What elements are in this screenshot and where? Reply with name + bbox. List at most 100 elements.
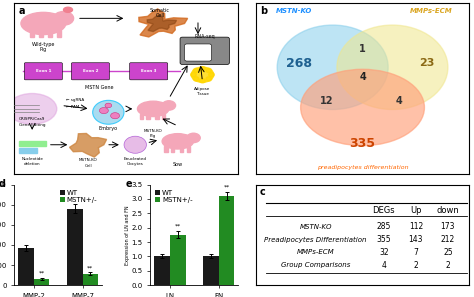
Text: **: ** [223, 184, 230, 189]
Text: Exon 3: Exon 3 [141, 69, 156, 73]
Text: c: c [260, 187, 266, 197]
Text: 212: 212 [441, 235, 455, 244]
Bar [171, 146, 174, 151]
Bar [155, 256, 170, 285]
Bar [18, 248, 34, 285]
Text: Somatic: Somatic [150, 8, 170, 13]
Ellipse shape [162, 134, 193, 149]
Text: **: ** [175, 224, 181, 229]
Text: ← sgRNA: ← sgRNA [66, 98, 84, 102]
Ellipse shape [209, 72, 214, 77]
Text: Exon 1: Exon 1 [36, 69, 51, 73]
Text: DEGs: DEGs [373, 206, 395, 215]
Bar [67, 209, 82, 285]
Text: 268: 268 [285, 57, 311, 70]
Ellipse shape [137, 101, 169, 116]
Polygon shape [70, 133, 107, 157]
Text: 23: 23 [419, 58, 434, 68]
Text: MSTN-KO: MSTN-KO [144, 129, 163, 133]
Ellipse shape [187, 133, 200, 143]
Bar [146, 114, 150, 119]
Ellipse shape [64, 7, 73, 12]
Text: 12: 12 [319, 97, 333, 106]
Text: Cell: Cell [155, 13, 164, 18]
Text: 355: 355 [376, 235, 391, 244]
Text: **: ** [87, 265, 93, 270]
Ellipse shape [110, 113, 119, 119]
Ellipse shape [200, 67, 205, 71]
Ellipse shape [301, 69, 424, 146]
Legend: WT, MSTN+/-: WT, MSTN+/- [154, 188, 194, 204]
Text: Tissue: Tissue [196, 92, 209, 96]
Text: Embryo: Embryo [99, 126, 118, 131]
Ellipse shape [100, 108, 109, 114]
Bar [164, 146, 168, 151]
Text: MSTN-KO: MSTN-KO [79, 158, 98, 162]
Text: Up: Up [410, 206, 422, 215]
Text: MSTN-KO: MSTN-KO [276, 8, 312, 14]
Ellipse shape [162, 101, 175, 110]
Text: a: a [18, 7, 25, 16]
Y-axis label: Expression of LN and FN: Expression of LN and FN [125, 205, 130, 265]
Bar [170, 235, 186, 285]
Text: Wild-type: Wild-type [32, 42, 55, 47]
Text: 4: 4 [359, 72, 366, 82]
Bar [187, 146, 190, 151]
Text: Oocytes: Oocytes [127, 162, 144, 166]
Text: 112: 112 [409, 222, 423, 231]
Bar [34, 279, 49, 285]
Bar [18, 141, 46, 146]
FancyBboxPatch shape [24, 63, 63, 80]
Legend: WT, MSTN+/-: WT, MSTN+/- [58, 188, 99, 204]
Ellipse shape [277, 25, 388, 110]
Polygon shape [139, 9, 188, 37]
Text: Nucleotide: Nucleotide [21, 157, 43, 161]
FancyBboxPatch shape [72, 63, 109, 80]
Ellipse shape [92, 100, 124, 124]
Text: RNA-seq: RNA-seq [194, 34, 215, 39]
Text: 4: 4 [382, 260, 386, 269]
Text: MMPs-ECM: MMPs-ECM [297, 249, 334, 255]
Text: Sow: Sow [173, 162, 183, 167]
Text: 2: 2 [446, 260, 450, 269]
Ellipse shape [206, 77, 211, 81]
Bar [30, 30, 35, 37]
Bar [180, 146, 183, 151]
Ellipse shape [54, 12, 73, 25]
Polygon shape [147, 15, 176, 31]
Bar [39, 30, 43, 37]
Ellipse shape [200, 79, 205, 83]
Text: b: b [260, 7, 267, 16]
Text: 335: 335 [349, 137, 375, 150]
Bar [48, 30, 52, 37]
Text: Pig: Pig [40, 48, 47, 52]
Text: **: ** [38, 271, 45, 276]
Ellipse shape [193, 68, 199, 73]
Text: 25: 25 [443, 248, 453, 257]
Text: Gene Editing: Gene Editing [18, 123, 45, 127]
Bar [82, 274, 98, 285]
Bar [203, 256, 219, 285]
Ellipse shape [124, 136, 146, 153]
Text: Cell: Cell [84, 164, 92, 168]
Text: ← PAM: ← PAM [66, 105, 79, 109]
Bar [155, 114, 159, 119]
FancyBboxPatch shape [180, 37, 229, 64]
Text: MSTN-KO: MSTN-KO [300, 224, 332, 230]
Text: Preadipocytes Differentiation: Preadipocytes Differentiation [264, 236, 367, 243]
Ellipse shape [193, 77, 199, 81]
Text: 173: 173 [441, 222, 455, 231]
Bar [57, 30, 61, 37]
Text: Group Comparisons: Group Comparisons [281, 262, 350, 268]
Text: 32: 32 [379, 248, 389, 257]
FancyBboxPatch shape [184, 44, 211, 61]
Text: 4: 4 [395, 97, 402, 106]
Text: Adipose: Adipose [194, 87, 210, 91]
Text: Pig: Pig [150, 135, 156, 138]
Text: CRISPR/Cas9: CRISPR/Cas9 [18, 117, 45, 121]
Bar [140, 114, 143, 119]
Text: down: down [437, 206, 459, 215]
Text: 7: 7 [413, 248, 419, 257]
Ellipse shape [337, 25, 448, 110]
Ellipse shape [21, 12, 66, 34]
